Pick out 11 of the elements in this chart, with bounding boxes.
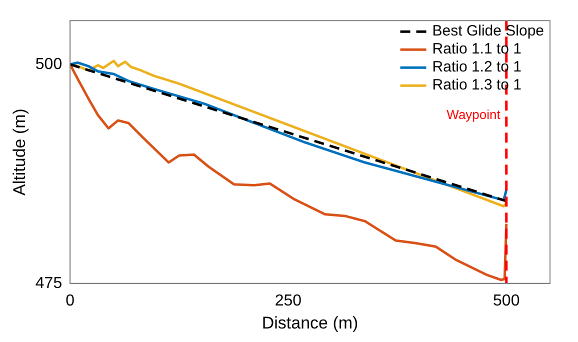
y-axis-title: Altitude (m) (10, 108, 29, 196)
x-tick-label: 500 (493, 292, 520, 310)
x-tick-label: 0 (66, 292, 75, 310)
legend-label: Best Glide Slope (432, 22, 544, 40)
y-tick-label: 475 (35, 274, 62, 292)
x-axis-title: Distance (m) (262, 313, 358, 332)
legend-label: Ratio 1.1 to 1 (432, 40, 522, 58)
x-tick-label: 250 (274, 292, 302, 310)
ref-line-label: Waypoint (446, 106, 501, 122)
legend-label: Ratio 1.3 to 1 (432, 76, 522, 94)
legend-label: Ratio 1.2 to 1 (432, 58, 522, 76)
